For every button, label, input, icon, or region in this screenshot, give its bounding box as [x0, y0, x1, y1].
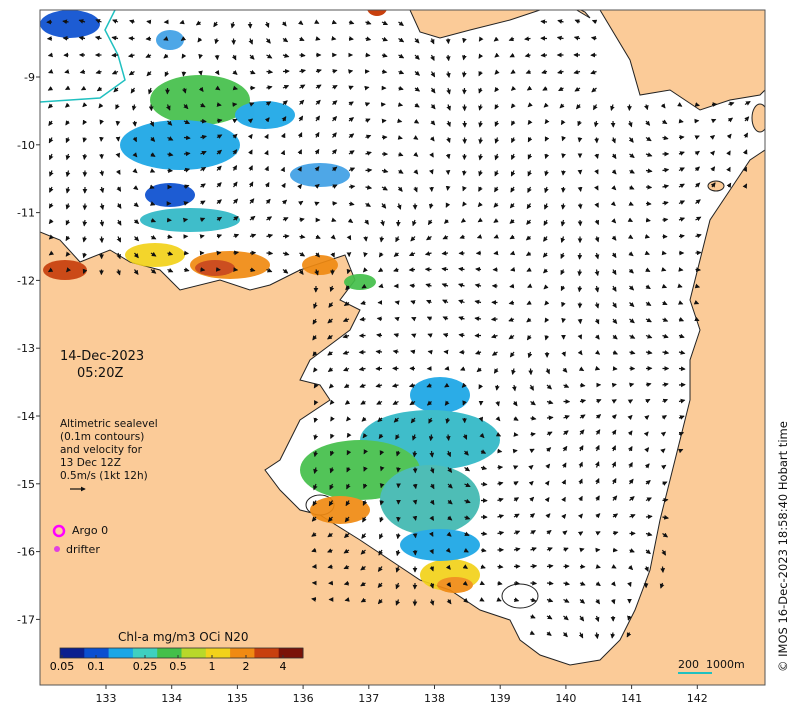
info-line-5: 0.5m/s (1kt 12h) — [60, 470, 148, 482]
colorbar-segment — [60, 648, 85, 658]
info-line-4: 13 Dec 12Z — [60, 457, 121, 469]
lon-tick-label: 136 — [293, 692, 314, 705]
colorbar-tick-label: 4 — [279, 660, 287, 673]
colorbar-segment — [84, 648, 110, 658]
map-frame — [39, 9, 766, 686]
land-top-north — [409, 10, 541, 39]
argo-float-marker — [52, 524, 66, 538]
lat-tick-label: -16 — [17, 546, 35, 559]
lon-tick-label: 142 — [687, 692, 708, 705]
colorbar-title: Chl-a mg/m3 OCi N20 — [118, 630, 249, 644]
lon-tick-label: 140 — [555, 692, 576, 705]
colorbar-tick-label: 0.5 — [169, 660, 187, 673]
colorbar-segment — [181, 648, 207, 658]
colorbar — [59, 647, 304, 659]
drifter-marker — [54, 546, 60, 552]
lat-tick-label: -13 — [17, 342, 35, 355]
info-text: Altimetric sealevel (0.1m contours) and … — [60, 418, 158, 483]
lat-tick-label: -12 — [17, 274, 35, 287]
sea-inlet — [501, 583, 539, 609]
credit-text: © IMOS 16-Dec-2023 18:58:40 Hobart time — [776, 421, 790, 672]
land-islet — [707, 180, 725, 192]
chl-patch-top — [367, 10, 387, 16]
colorbar-segment — [230, 648, 255, 658]
scale-bar-label-b: 1000m — [706, 658, 745, 671]
lon-tick-label: 141 — [621, 692, 642, 705]
latitude-axis: -9 -10 -11 -12 -13 -14 -15 -16 -17 — [17, 71, 40, 626]
colorbar-segment — [108, 648, 134, 658]
lat-tick-label: -14 — [17, 410, 35, 423]
land-island — [575, 10, 591, 19]
colorbar-segment — [132, 648, 158, 658]
lat-tick-label: -15 — [17, 478, 35, 491]
info-line-2: (0.1m contours) — [60, 431, 145, 443]
lat-tick-label: -9 — [24, 71, 35, 84]
lon-tick-label: 135 — [227, 692, 248, 705]
lon-tick-label: 139 — [490, 692, 511, 705]
colorbar-segment — [254, 648, 280, 658]
longitude-axis: 133 134 135 136 137 138 139 140 141 142 — [96, 685, 708, 705]
lat-tick-label: -17 — [17, 613, 35, 626]
scale-bar-label-a: 200 — [678, 658, 699, 671]
map-time: 05:20Z — [77, 366, 124, 381]
colorbar-segment — [278, 648, 304, 658]
colorbar-tick-label: 0.05 — [49, 660, 75, 673]
lon-tick-label: 133 — [96, 692, 117, 705]
colorbar-segment — [205, 648, 231, 658]
info-line-1: Altimetric sealevel — [60, 418, 158, 430]
colorbar-tick-label: 1 — [208, 660, 216, 673]
info-line-3: and velocity for — [60, 444, 142, 456]
lon-tick-label: 138 — [424, 692, 445, 705]
land-torres-islet — [751, 103, 765, 133]
colorbar-tick-labels: 0.05 0.1 0.25 0.5 1 2 4 — [0, 660, 792, 674]
map-date: 14-Dec-2023 — [60, 349, 145, 364]
velocity-vectors — [46, 19, 751, 640]
drifter-legend-label: drifter — [66, 543, 100, 556]
colorbar-tick-label: 2 — [242, 660, 250, 673]
colorbar-tick-label: 0.1 — [87, 660, 105, 673]
lon-tick-label: 137 — [358, 692, 379, 705]
lat-tick-label: -11 — [17, 207, 35, 220]
argo-legend-label: Argo 0 — [72, 524, 109, 537]
sealevel-contour — [40, 10, 126, 103]
colorbar-segment — [157, 648, 182, 658]
colorbar-tick-label: 0.25 — [132, 660, 158, 673]
lon-tick-label: 134 — [161, 692, 182, 705]
lat-tick-label: -10 — [17, 139, 35, 152]
